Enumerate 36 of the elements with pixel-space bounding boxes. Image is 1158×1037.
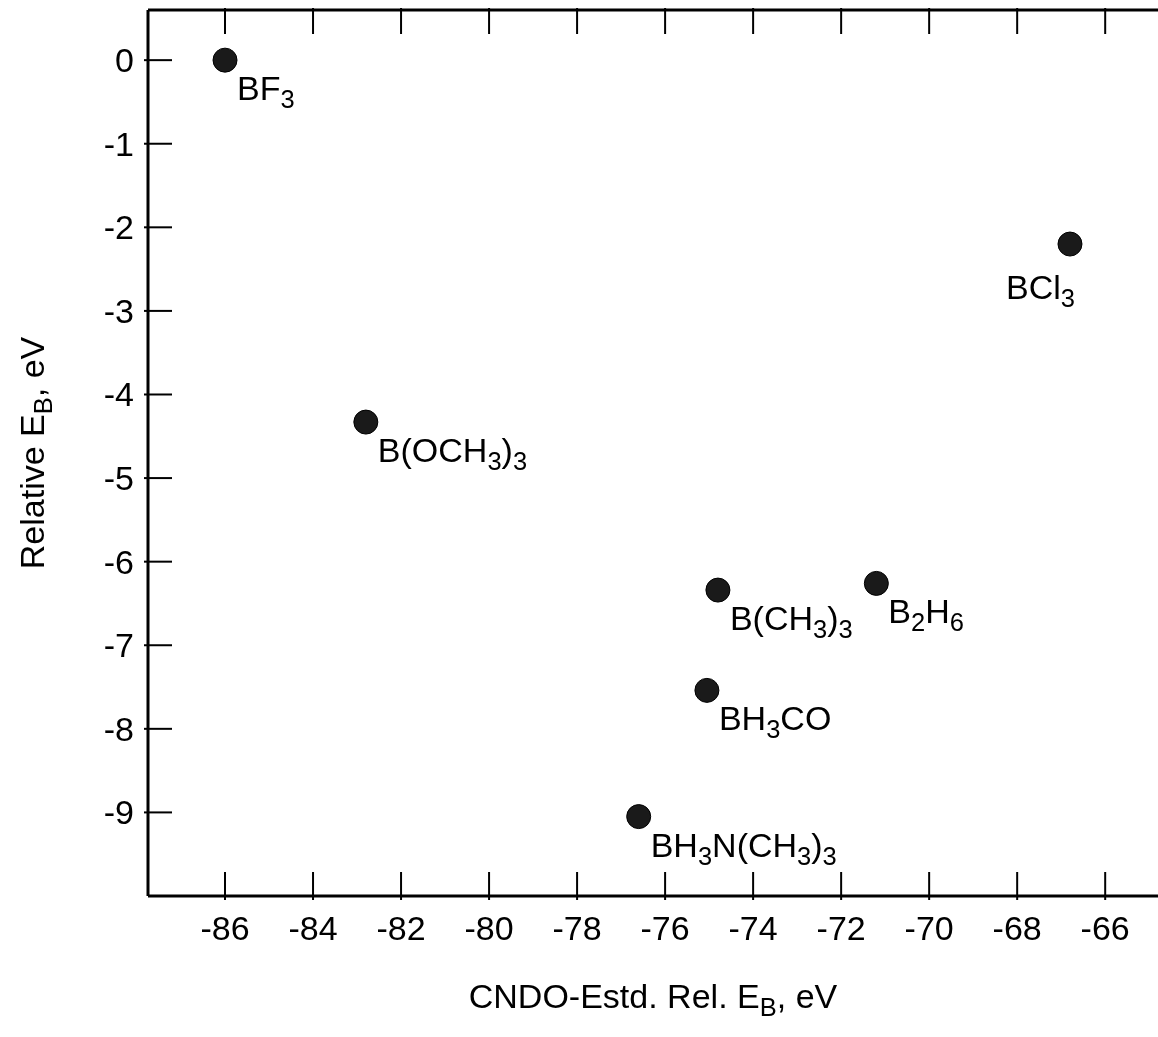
y-tick-label: -2: [103, 208, 134, 247]
point: [212, 47, 238, 73]
annotation: BH$_{3}$CO: [718, 699, 832, 744]
x-axis-title: CNDO-Estd. Rel. E$_{B}$, eV: [468, 977, 838, 1021]
x-tick-label: -70: [904, 909, 954, 947]
y-tick-label: -7: [103, 626, 134, 665]
annotation: B(OCH$_{3}$)$_{3}$: [377, 431, 528, 475]
point: [626, 804, 652, 830]
annotation: BH$_{3}$N(CH$_{3}$)$_{3}$: [650, 825, 837, 870]
y-tick-label: -1: [103, 124, 134, 163]
y-tick-label: -5: [103, 459, 134, 498]
y-tick-label: -9: [103, 793, 134, 832]
y-tick-label: -8: [103, 709, 134, 748]
point: [694, 677, 720, 703]
x-tick-label: -68: [992, 909, 1042, 947]
x-tick-label: -78: [552, 909, 602, 947]
annotation: B(CH$_{3}$)$_{3}$: [729, 599, 853, 643]
x-tick-label: -86: [200, 909, 250, 947]
point: [353, 409, 379, 435]
y-tick-label: -6: [103, 542, 134, 581]
annotation: B$_{2}$H$_{6}$: [888, 592, 964, 637]
annotation: BF$_{3}$: [237, 69, 295, 113]
y-tick-label: -3: [103, 291, 134, 330]
x-tick-label: -66: [1080, 909, 1130, 947]
annotation: BCl$_{3}$: [1006, 268, 1075, 312]
x-tick-label: -82: [376, 909, 426, 947]
point: [1057, 231, 1083, 257]
point: [863, 570, 889, 596]
x-tick-label: -72: [816, 909, 866, 947]
x-tick-label: -80: [464, 909, 514, 947]
x-tick-label: -74: [728, 909, 778, 947]
x-tick-label: -84: [288, 909, 338, 947]
y-tick-label: 0: [115, 41, 134, 80]
y-tick-label: -4: [103, 375, 134, 414]
x-tick-label: -76: [640, 909, 690, 947]
point: [705, 577, 731, 603]
